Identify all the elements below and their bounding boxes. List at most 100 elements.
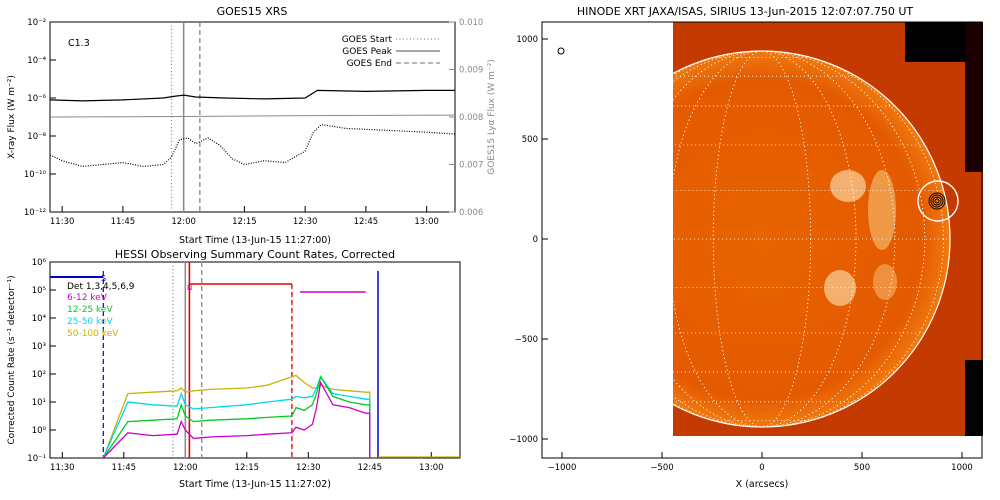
goes-y-label-right: GOES15 Lyα Flux (W m⁻²): [487, 59, 497, 175]
xrt-x-tick-label: 1000: [951, 463, 973, 473]
longitude-line: [712, 50, 812, 428]
xrt-image-panel: HINODE XRT JAXA/ISAS, SIRIUS 13-Jun-2015…: [509, 5, 983, 490]
goes-xrs-panel: GOES15 XRS 10⁻² 10⁻⁴ 10⁻⁶ 10⁻⁸ 10⁻¹⁰ 10⁻¹² 0.…: [7, 5, 497, 246]
hessi-y-axis: 10⁶ 10⁵ 10⁴ 10³ 10² 10¹ 10⁰ 10⁻¹: [27, 258, 56, 464]
goes-y-tick-right-label: 0.008: [459, 113, 483, 123]
goes-x-tick-label: 12:15: [232, 217, 257, 227]
hessi-y-label: Corrected Count Rate (s⁻¹ detector⁻¹): [7, 275, 17, 444]
goes-y-tick-label: 10⁻¹²: [24, 208, 46, 218]
xrt-y-tick-label: −1000: [509, 435, 538, 445]
hessi-x-label: Start Time (13-Jun-15 11:27:02): [179, 479, 331, 490]
hessi-y-tick-label: 10⁻¹: [27, 454, 46, 464]
hessi-x-tick-label: 13:00: [419, 463, 444, 473]
xrt-x-tick-label: 0: [759, 463, 764, 473]
hessi-x-tick-label: 12:00: [173, 463, 198, 473]
hessi-y-tick-label: 10⁰: [32, 426, 47, 436]
goes-x-tick-label: 11:30: [50, 217, 75, 227]
goes-x-axis: 11:30 11:45 12:00 12:15 12:30 12:45 13:00: [50, 206, 439, 227]
hessi-series-50-100-kev: [102, 374, 371, 458]
flag-letter-s: S: [101, 274, 106, 283]
legend-25-50-kev: 25-50 keV: [67, 317, 113, 327]
xrt-y-tick-label: −500: [515, 335, 538, 345]
active-region-4: [873, 264, 897, 300]
flag-letter-n: N: [187, 284, 192, 292]
legend-goes-peak: GOES Peak: [342, 47, 392, 57]
active-region-2: [868, 170, 896, 250]
goes-y-tick-right-label: 0.006: [459, 208, 483, 218]
hessi-title: HESSI Observing Summary Count Rates, Cor…: [115, 248, 395, 261]
hessi-x-tick-label: 12:15: [235, 463, 260, 473]
goes-x-tick-label: 11:45: [111, 217, 136, 227]
goes-y-tick-label: 10⁻⁶: [27, 94, 46, 104]
flare-class-annotation: C1.3: [68, 38, 90, 49]
hessi-x-tick-label: 12:45: [358, 463, 383, 473]
xrt-y-tick-label: 1000: [516, 35, 538, 45]
goes-y-tick-label: 10⁻²: [27, 18, 46, 28]
hessi-series-25-50-kev: [102, 375, 371, 458]
flare-contours: [928, 192, 946, 210]
goes-series-long: [50, 89, 455, 102]
goes-x-tick-label: 13:00: [414, 217, 439, 227]
legend-12-25-kev: 12-25 keV: [67, 305, 113, 315]
goes-title: GOES15 XRS: [217, 5, 288, 18]
hessi-x-tick-label: 12:30: [296, 463, 321, 473]
goes-series: [50, 89, 455, 168]
legend-detectors: Det 1,3,4,5,6,9: [67, 282, 135, 292]
xrt-x-label: X (arcsecs): [736, 479, 789, 490]
image-origin-marker: [557, 47, 565, 55]
goes-series-lya: [50, 114, 455, 118]
goes-y-label: X-ray Flux (W m⁻²): [7, 75, 17, 159]
goes-x-tick-label: 12:45: [354, 217, 379, 227]
xrt-title: HINODE XRT JAXA/ISAS, SIRIUS 13-Jun-2015…: [577, 5, 914, 18]
hessi-x-tick-label: 11:45: [112, 463, 137, 473]
hessi-y-tick-label: 10⁶: [32, 258, 47, 268]
solar-limb-circle: [673, 50, 951, 428]
hessi-series: [102, 374, 460, 458]
longitude-line: [673, 50, 857, 428]
xrt-y-axis: 1000 500 0 −500 −1000: [509, 35, 548, 445]
solar-disk: [673, 51, 950, 427]
xrt-x-tick-label: 500: [854, 463, 870, 473]
xrt-x-tick-label: −1000: [548, 463, 577, 473]
xrt-x-tick-label: −500: [650, 463, 673, 473]
hessi-y-tick-label: 10⁴: [32, 314, 47, 324]
hessi-flag-bars: [50, 262, 379, 458]
hessi-x-tick-label: 11:30: [50, 463, 75, 473]
legend-goes-end: GOES End: [347, 59, 392, 69]
goes-y-axis-right: 0.010 0.009 0.008 0.007 0.006: [449, 18, 483, 218]
flare-highlight-circle: [917, 180, 959, 222]
active-region-1: [830, 170, 866, 202]
goes-x-tick-label: 12:00: [171, 217, 196, 227]
legend-50-100-kev: 50-100 keV: [67, 329, 119, 339]
hessi-y-tick-label: 10³: [32, 342, 46, 352]
hessi-x-axis: 11:30 11:45 12:00 12:15 12:30 12:45 13:00: [50, 452, 444, 473]
heliographic-grid: [673, 50, 950, 428]
hessi-series-12-25-kev: [102, 375, 371, 458]
image-bottom-dark-strip: [965, 360, 983, 436]
goes-y-tick-label: 10⁻⁸: [27, 132, 46, 142]
hessi-y-tick-label: 10²: [32, 370, 46, 380]
legend-6-12-kev: 6-12 keV: [67, 293, 108, 303]
image-right-dark-strip: [965, 22, 983, 172]
hessi-y-tick-label: 10⁵: [32, 286, 46, 296]
xrt-y-tick-label: 0: [533, 235, 538, 245]
goes-legend: GOES Start GOES Peak GOES End: [342, 35, 440, 69]
xrt-y-tick-label: 500: [522, 135, 538, 145]
goes-y-tick-label: 10⁻⁴: [27, 56, 46, 66]
longitude-line: [673, 50, 944, 428]
goes-series-short: [50, 123, 455, 168]
goes-y-tick-label: 10⁻¹⁰: [24, 170, 47, 180]
xrt-x-axis: −1000 −500 0 500 1000: [548, 452, 973, 473]
legend-goes-start: GOES Start: [342, 35, 393, 45]
longitude-line: [673, 50, 896, 428]
goes-y-tick-right-label: 0.009: [459, 66, 483, 76]
hessi-legend: Det 1,3,4,5,6,9 6-12 keV 12-25 keV 25-50…: [67, 282, 135, 339]
goes-y-tick-right-label: 0.010: [459, 18, 483, 28]
active-region-3: [824, 270, 856, 306]
hessi-panel: HESSI Observing Summary Count Rates, Cor…: [7, 248, 461, 490]
goes-y-tick-right-label: 0.007: [459, 161, 483, 171]
solar-image: [673, 22, 983, 436]
goes-x-tick-label: 12:30: [293, 217, 318, 227]
goes-y-axis: 10⁻² 10⁻⁴ 10⁻⁶ 10⁻⁸ 10⁻¹⁰ 10⁻¹²: [24, 18, 56, 218]
